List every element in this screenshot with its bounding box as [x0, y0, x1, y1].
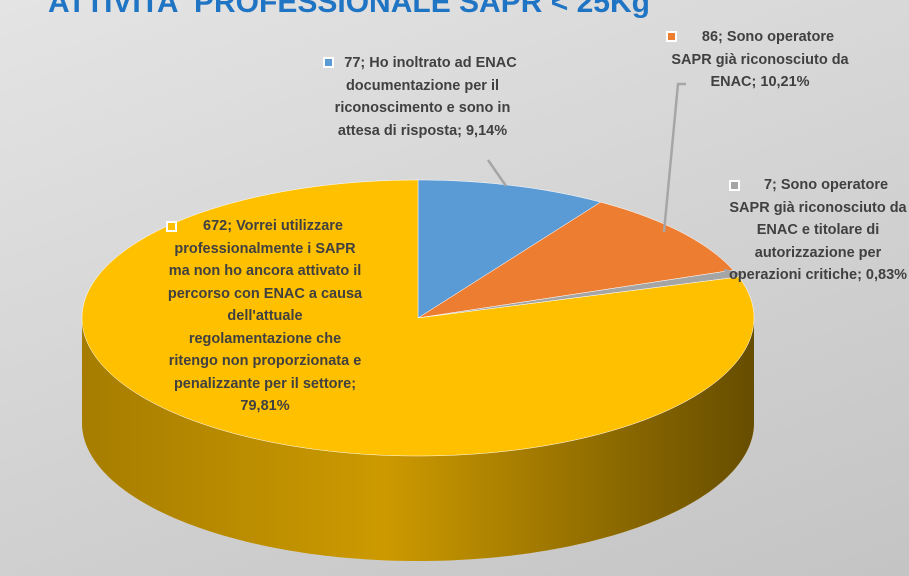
- data-label: 77; Ho inoltrato ad ENAC documentazione …: [334, 55, 517, 139]
- chart-title: ATTIVITA' PROFESSIONALE SAPR < 25Kg: [48, 0, 650, 19]
- label-marker: [666, 31, 677, 42]
- leader-line: [723, 268, 743, 277]
- data-label: 86; Sono operatore SAPR già riconosciuto…: [671, 29, 849, 90]
- leader-line: [662, 82, 686, 233]
- label-marker: [166, 221, 177, 232]
- label-marker: [323, 57, 334, 68]
- leader-lines: [486, 82, 743, 277]
- pie-top: [81, 179, 755, 457]
- slice: [417, 201, 734, 319]
- pie-sides: [82, 318, 754, 561]
- leader-line: [486, 159, 508, 187]
- slice-side-shade: [82, 318, 754, 561]
- data-label: 672; Vorrei utilizzare professionalmente…: [167, 218, 363, 414]
- slice: [417, 179, 602, 319]
- label-marker: [729, 180, 740, 191]
- data-label: 7; Sono operatore SAPR già riconosciuto …: [728, 177, 908, 283]
